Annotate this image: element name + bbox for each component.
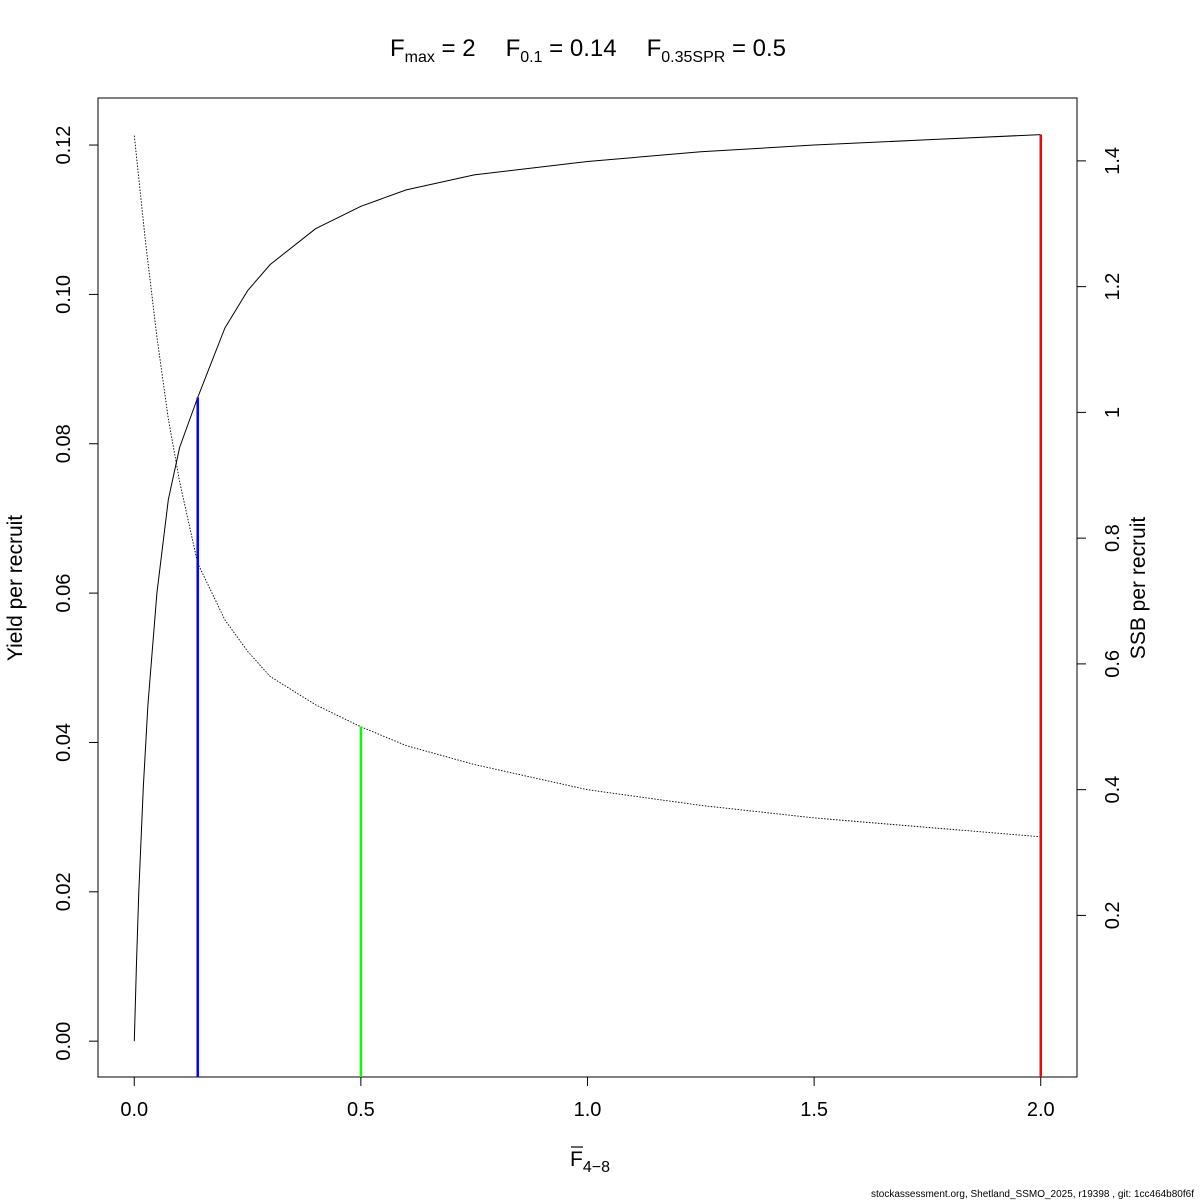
title-fspr-symbol: F [647,35,662,62]
footer-credit: stockassessment.org, Shetland_SSMO_2025,… [871,1189,1194,1200]
ssb-per-recruit-line [133,135,1041,838]
y-right-tick-label: 0.6 [1102,650,1124,678]
y-right-tick-label: 1.4 [1102,147,1124,175]
y-right-tick-label: 1 [1102,407,1124,418]
title-fmax-symbol: F [390,35,405,62]
y-right-tick-label: 1.2 [1102,273,1124,301]
title-f01-value: = 0.14 [543,35,617,62]
y-right-tick-label: 0.4 [1102,776,1124,804]
y-axis-right: 0.2 0.4 0.6 0.8 1 1.2 1.4 [1077,147,1124,929]
chart-title: Fmax = 2 F0.1 = 0.14 F0.35SPR = 0.5 [390,35,786,66]
title-fspr-sub: 0.35SPR [661,49,725,66]
x-axis-title-symbol: F [570,1148,583,1171]
y-right-tick-label: 0.8 [1102,524,1124,552]
x-axis-title-sub: 4−8 [583,1159,610,1176]
y-left-tick-label: 0.06 [53,574,75,613]
x-tick-label: 0.5 [347,1099,375,1121]
y-left-tick-label: 0.00 [53,1022,75,1061]
series-layer [133,134,1041,1042]
y-left-tick-label: 0.12 [53,126,75,165]
y-left-tick-label: 0.04 [53,723,75,762]
yield-per-recruit-line [133,134,1041,1042]
x-tick-label: 1.0 [574,1099,602,1121]
x-axis-title: F4−8 [570,1148,610,1176]
title-f01-symbol: F [506,35,521,62]
title-f01-sub: 0.1 [520,49,542,66]
y-left-tick-label: 0.02 [53,872,75,911]
y-right-tick-label: 0.2 [1102,901,1124,929]
title-fmax-sub: max [405,49,435,66]
plot-frame [97,97,1078,1078]
y-axis-right-title: SSB per recruit [1127,517,1150,660]
x-axis: 0.0 0.5 1.0 1.5 2.0 [120,1077,1055,1121]
title-fspr-value: = 0.5 [725,35,786,62]
y-axis-left-title: Yield per recruit [4,515,27,661]
title-fmax-value: = 2 [435,35,476,62]
y-left-tick-label: 0.08 [53,424,75,463]
x-tick-label: 2.0 [1027,1099,1055,1121]
reference-lines [196,134,1042,1077]
x-tick-label: 1.5 [800,1099,828,1121]
x-tick-label: 0.0 [120,1099,148,1121]
y-axis-left: 0.00 0.02 0.04 0.06 0.08 0.10 0.12 [53,126,98,1061]
y-left-tick-label: 0.10 [53,275,75,314]
